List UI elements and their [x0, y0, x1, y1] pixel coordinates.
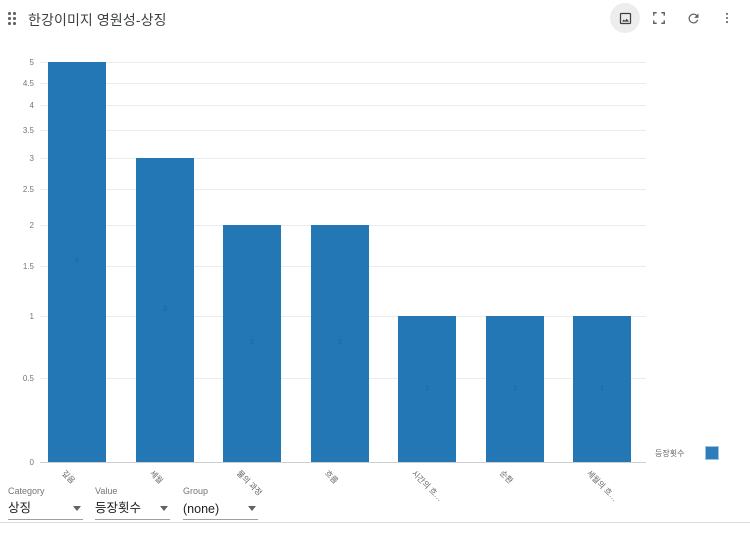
y-tick-label: 0.5	[22, 374, 34, 383]
export-image-button[interactable]	[610, 3, 640, 33]
y-tick-label: 1	[29, 312, 34, 321]
bar-value-label: 5	[75, 258, 79, 265]
chart-controls: Category 상징 Value 등장횟수 Group (none)	[0, 484, 750, 522]
y-tick-label: 4	[29, 101, 34, 110]
fullscreen-icon	[652, 11, 666, 25]
gridline	[40, 158, 646, 159]
gridline	[40, 130, 646, 131]
more-options-button[interactable]	[712, 3, 742, 33]
chevron-down-icon	[248, 506, 256, 511]
bar	[398, 316, 456, 462]
gridline	[40, 189, 646, 190]
bar-value-label: 2	[338, 339, 342, 346]
bar-value-label: 3	[163, 306, 167, 313]
category-select[interactable]: Category 상징	[8, 484, 83, 520]
drag-handle-icon[interactable]	[8, 12, 17, 25]
y-tick-label: 2.5	[22, 185, 34, 194]
bottom-divider	[0, 522, 750, 523]
gridline	[40, 83, 646, 84]
gridline	[40, 105, 646, 106]
bar	[48, 62, 106, 462]
bar	[223, 225, 281, 462]
legend-color-swatch	[705, 446, 720, 460]
chevron-down-icon	[73, 506, 81, 511]
y-tick-label: 3.5	[22, 126, 34, 135]
y-tick-label: 2	[29, 221, 34, 230]
y-tick-label: 1.5	[22, 262, 34, 271]
y-tick-label: 4.5	[22, 79, 34, 88]
widget-header: 한강이미지 영원성-상징	[0, 0, 750, 36]
bar	[573, 316, 631, 462]
value-select-label: Value	[95, 486, 118, 496]
gridline	[40, 62, 646, 63]
bar	[311, 225, 369, 462]
category-select-label: Category	[8, 486, 45, 496]
image-icon	[618, 11, 633, 26]
kebab-menu-icon	[720, 11, 734, 25]
bar-value-label: 1	[600, 385, 604, 392]
legend-series-label: 등장횟수	[655, 448, 685, 458]
gridline	[40, 462, 646, 463]
bar	[136, 158, 194, 462]
fullscreen-button[interactable]	[644, 3, 674, 33]
group-select-label: Group	[183, 486, 209, 496]
bar	[486, 316, 544, 462]
header-actions	[610, 3, 742, 33]
bar-value-label: 1	[513, 385, 517, 392]
value-select[interactable]: Value 등장횟수	[95, 484, 170, 520]
y-tick-label: 5	[29, 58, 34, 67]
bar-value-label: 2	[250, 339, 254, 346]
y-tick-label: 3	[29, 154, 34, 163]
group-select-value: (none)	[183, 502, 220, 516]
category-select-value: 상징	[8, 501, 32, 515]
group-select[interactable]: Group (none)	[183, 484, 258, 520]
chart-legend: 등장횟수	[655, 446, 720, 460]
y-tick-label: 0	[29, 458, 34, 467]
value-select-value: 등장횟수	[95, 501, 142, 515]
bar-value-label: 1	[425, 385, 429, 392]
page-title: 한강이미지 영원성-상징	[28, 12, 167, 28]
chevron-down-icon	[160, 506, 168, 511]
